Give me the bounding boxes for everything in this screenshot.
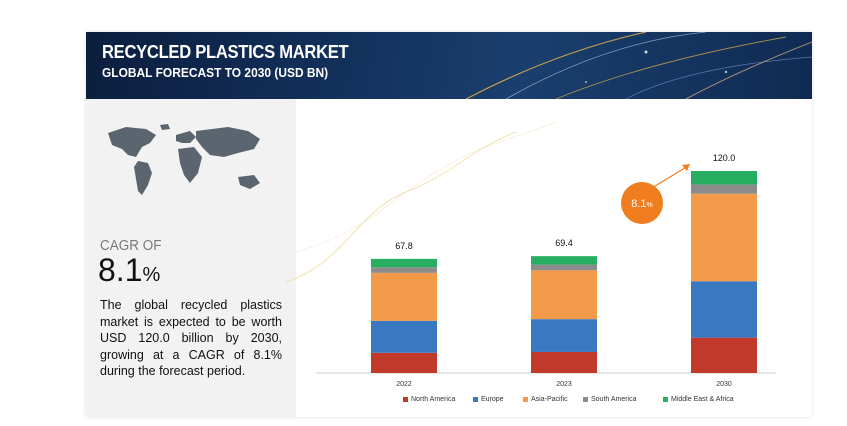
bar-segment [371, 352, 437, 373]
bar-segment [691, 171, 757, 185]
bar-segment [531, 319, 597, 352]
legend-label: Middle East & Africa [671, 396, 734, 403]
bar-segment [371, 320, 437, 353]
stacked-bar-chart: 67.8 2022 69.4 2023 120.0 2030 8.1% [285, 121, 776, 388]
legend-label: Asia-Pacific [531, 396, 568, 403]
bar-segment [371, 267, 437, 273]
growth-arrow [651, 165, 689, 189]
legend-label: North America [411, 396, 456, 403]
legend-item: South America [583, 396, 637, 403]
legend-swatch [663, 397, 668, 402]
bar-segment [691, 337, 757, 373]
growth-arrow-head [682, 164, 690, 171]
cagr-badge-label: 8.1% [631, 198, 653, 210]
cagr-figure: 8.1% [98, 252, 160, 289]
legend-item: Europe [473, 396, 504, 403]
page-subtitle: GLOBAL FORECAST TO 2030 (USD BN) [102, 65, 329, 80]
legend-swatch [403, 397, 408, 402]
cagr-badge [621, 182, 663, 224]
legend-item: Middle East & Africa [663, 396, 734, 403]
page-title: RECYCLED PLASTICS MARKET [102, 42, 349, 62]
bar-total-label: 69.4 [555, 238, 573, 248]
x-tick-label: 2030 [716, 381, 732, 388]
bar-segment [531, 270, 597, 320]
bar-segment [531, 264, 597, 271]
x-tick-label: 2022 [396, 381, 412, 388]
title-banner: RECYCLED PLASTICS MARKET GLOBAL FORECAST… [86, 32, 812, 99]
banner-light-streaks [465, 32, 812, 99]
cagr-value: 8.1 [98, 252, 143, 288]
bar-segment [531, 256, 597, 265]
cagr-label: CAGR OF [100, 237, 162, 254]
world-map-icon [108, 124, 260, 195]
market-description: The global recycled plastics market is e… [100, 298, 282, 378]
cagr-unit: % [142, 264, 161, 286]
infographic-card: RECYCLED PLASTICS MARKET GLOBAL FORECAST… [86, 32, 812, 417]
summary-panel: CAGR OF 8.1% The global recycled plastic… [86, 99, 296, 417]
bar-segment [691, 193, 757, 282]
legend-item: North America [403, 396, 455, 403]
bar-segment [691, 184, 757, 194]
x-tick-label: 2023 [556, 381, 572, 388]
bar-segment [531, 351, 597, 373]
legend-item: Asia-Pacific [523, 396, 568, 403]
legend-swatch [583, 397, 588, 402]
legend-label: South America [591, 396, 637, 403]
bar-segment [691, 281, 757, 338]
bar-total-label: 67.8 [395, 241, 413, 251]
bar-segment [371, 258, 437, 268]
decorative-curve [295, 121, 557, 253]
legend-swatch [523, 397, 528, 402]
legend-swatch [473, 397, 478, 402]
legend-label: Europe [481, 396, 504, 403]
bar-total-label: 120.0 [713, 153, 736, 163]
bar-segment [371, 272, 437, 321]
